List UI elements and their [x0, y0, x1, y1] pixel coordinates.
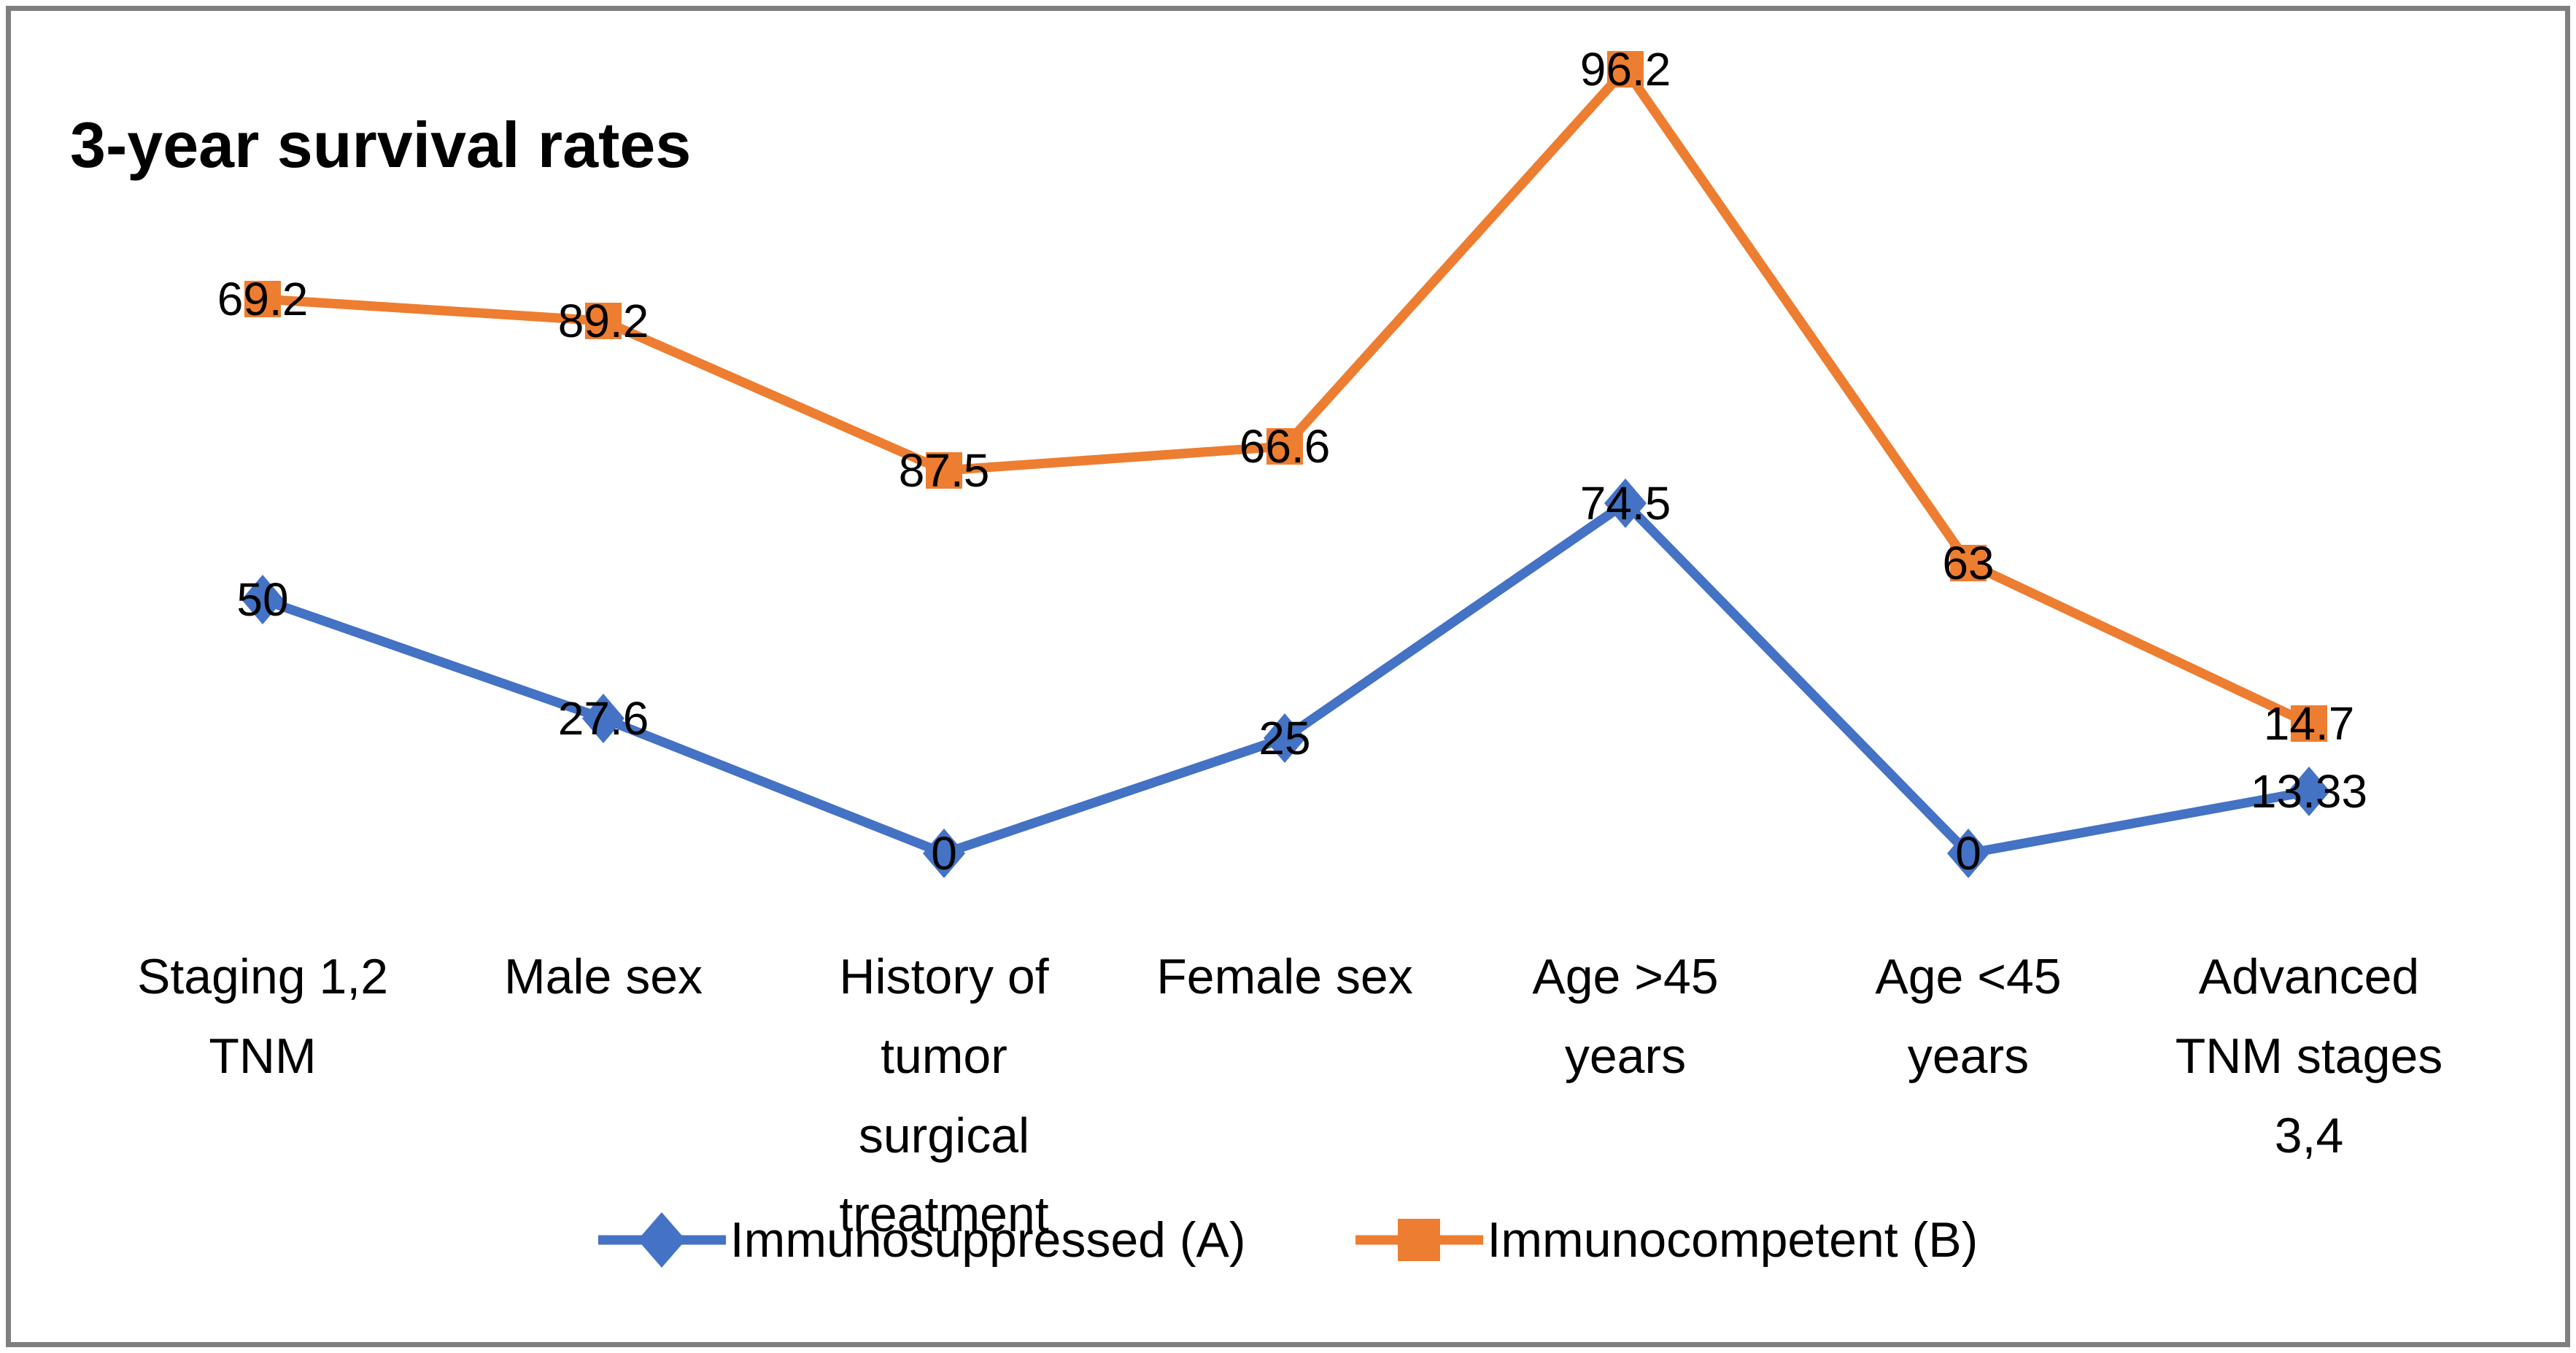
category-label: Female sex	[1156, 949, 1413, 1004]
data-label: 69.2	[217, 273, 309, 325]
category-label: Age <45 years	[1875, 949, 2062, 1084]
diamond-marker	[1604, 478, 1647, 528]
data-label: 0	[931, 827, 957, 880]
data-label: 0	[1955, 827, 1981, 880]
diamond-marker	[582, 694, 624, 743]
square-marker	[1950, 545, 1987, 581]
legend-label: Immunosuppressed (A)	[730, 1212, 1246, 1268]
data-label: 14.7	[2263, 697, 2355, 750]
diamond-marker	[923, 829, 965, 878]
square-marker	[926, 452, 962, 489]
category-label: History of tumor surgical treatment	[839, 949, 1049, 1243]
series-line-0	[260, 497, 2310, 859]
diamond-marker	[241, 575, 284, 624]
square-marker	[1266, 428, 1303, 465]
diamond-marker	[1947, 829, 1989, 878]
data-label: 66.6	[1239, 420, 1331, 473]
data-label: 63	[1942, 537, 1995, 589]
data-label: 87.5	[898, 444, 990, 497]
category-label: Male sex	[503, 949, 703, 1004]
category-label: Advanced TNM stages 3,4	[2175, 949, 2443, 1163]
data-label: 50	[236, 573, 289, 626]
data-label: 89.2	[557, 295, 649, 347]
chart-title: 3-year survival rates	[70, 109, 692, 181]
legend: Immunosuppressed (A) Immunocompetent (B)	[0, 1205, 2576, 1274]
category-label: Staging 1,2 TNM	[136, 949, 389, 1084]
square-marker	[1607, 51, 1644, 88]
legend-item: Immunosuppressed (A)	[597, 1205, 1246, 1274]
square-marker	[2291, 705, 2327, 742]
data-label: 25	[1258, 712, 1311, 764]
legend-square-marker-icon	[1355, 1219, 1483, 1261]
data-label: 27.6	[557, 692, 649, 745]
square-marker	[244, 281, 281, 317]
category-label: Age >45 years	[1532, 949, 1719, 1084]
data-label: 13.33	[2250, 765, 2368, 818]
legend-item: Immunocompetent (B)	[1355, 1205, 1979, 1274]
data-label: 74.5	[1579, 477, 1671, 530]
diamond-marker	[2288, 767, 2330, 816]
series-line-1	[262, 61, 2311, 728]
legend-label: Immunocompetent (B)	[1487, 1212, 1979, 1268]
diamond-marker	[1264, 713, 1306, 763]
data-label: 96.2	[1579, 43, 1671, 96]
legend-diamond-marker-icon	[597, 1212, 726, 1268]
square-marker	[585, 303, 622, 339]
